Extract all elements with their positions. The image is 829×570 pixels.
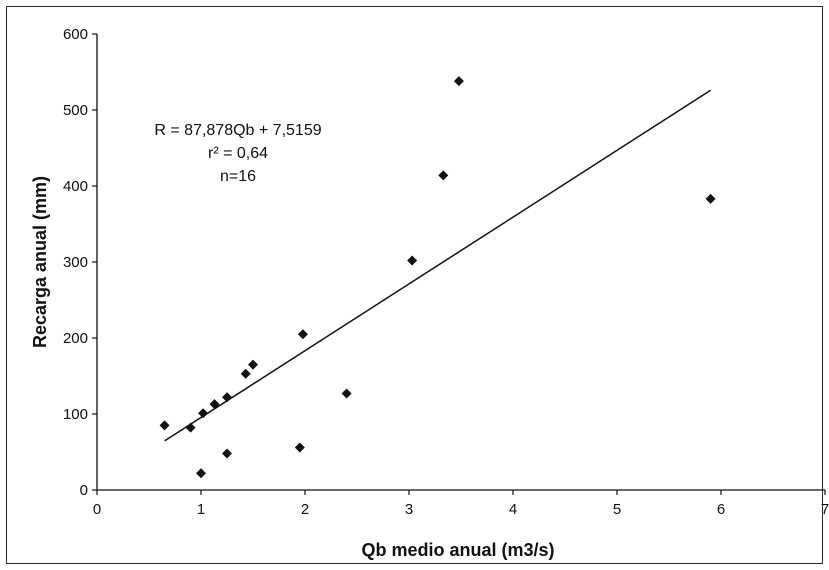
x-tick-label: 6 [717, 501, 725, 518]
data-point [453, 76, 464, 87]
data-point [240, 368, 251, 379]
data-point [294, 442, 305, 453]
data-point [438, 170, 449, 181]
y-tick-label: 0 [80, 482, 88, 499]
x-axis-title: Qb medio anual (m3/s) [361, 540, 554, 560]
data-point [222, 392, 232, 403]
trendline-group [164, 89, 712, 442]
y-tick-label: 100 [63, 406, 88, 423]
x-ticks: 0 1 2 3 4 5 6 7 [93, 490, 829, 518]
equation-annotation: R = 87,878Qb + 7,5159 [154, 122, 321, 139]
x-tick-label: 4 [509, 501, 517, 518]
x-tick-label: 3 [405, 501, 413, 518]
y-tick-label: 500 [63, 102, 88, 119]
y-tick-label: 200 [63, 330, 88, 347]
data-point [297, 329, 308, 340]
data-point [196, 468, 206, 479]
x-tick-label: 2 [301, 501, 309, 518]
data-point [705, 193, 716, 204]
data-point [222, 448, 232, 459]
n-annotation: n=16 [220, 168, 256, 185]
data-point [407, 255, 418, 266]
y-axis-title: Recarga anual (mm) [30, 176, 50, 348]
data-point [248, 359, 258, 370]
data-point [341, 388, 352, 399]
x-tick-label: 5 [613, 501, 621, 518]
data-points [159, 76, 716, 479]
trendline [164, 89, 712, 442]
y-tick-label: 600 [63, 26, 88, 43]
r2-annotation: r² = 0,64 [208, 145, 268, 162]
axes [96, 34, 825, 491]
chart-frame [6, 6, 823, 564]
data-point [185, 422, 196, 433]
y-tick-label: 400 [63, 178, 88, 195]
y-ticks: 0 100 200 300 400 500 600 [63, 26, 97, 499]
y-tick-label: 300 [63, 254, 88, 271]
x-tick-label: 7 [821, 501, 829, 518]
data-point [198, 408, 209, 419]
x-tick-label: 0 [93, 501, 101, 518]
x-tick-label: 1 [197, 501, 205, 518]
data-point [209, 399, 220, 410]
data-point [159, 420, 170, 431]
